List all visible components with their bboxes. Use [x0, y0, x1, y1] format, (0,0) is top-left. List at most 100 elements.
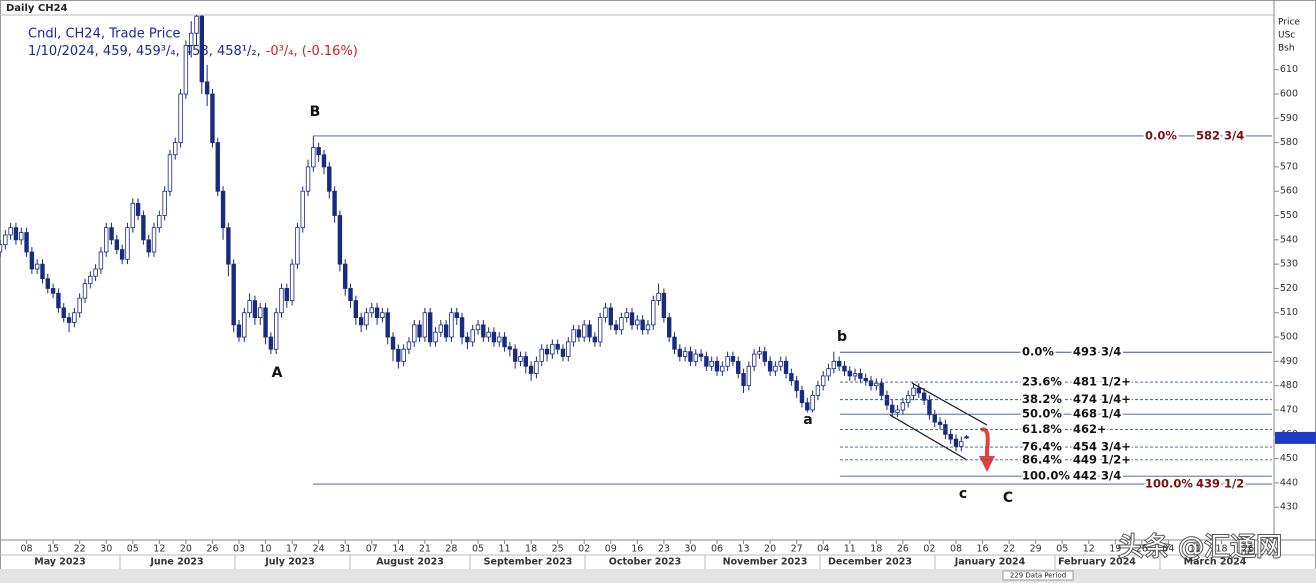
- candle-body: [273, 312, 279, 350]
- x-tick-label: 04: [817, 544, 829, 555]
- y-tick-label: 560: [1280, 186, 1298, 197]
- fib-pct: 61.8%: [1022, 422, 1062, 436]
- candle-body: [645, 324, 651, 331]
- candle-body: [821, 375, 826, 387]
- y-tick-label: 600: [1280, 88, 1298, 99]
- candle-body: [178, 93, 183, 144]
- wave-label: C: [1003, 490, 1013, 506]
- candle-body: [252, 300, 258, 319]
- x-tick-label: 02: [923, 544, 935, 555]
- fib-value: 468 1/4: [1073, 407, 1121, 421]
- candle-body: [948, 433, 953, 440]
- x-tick-label: 22: [74, 544, 86, 555]
- x-tick-label: 11: [1189, 544, 1201, 555]
- x-tick-label: 26: [1242, 544, 1254, 555]
- candle-body: [544, 348, 550, 355]
- candle-body: [826, 368, 831, 377]
- candle-body: [709, 360, 714, 367]
- y-tick-label: 540: [1280, 234, 1298, 245]
- x-tick-label: 24: [313, 544, 325, 555]
- y-tick-label: 470: [1280, 404, 1298, 415]
- candle-body: [635, 319, 640, 326]
- candle-body: [874, 382, 879, 387]
- legend-title: Cndl, CH24, Trade Price: [28, 27, 181, 42]
- candle-body: [125, 227, 130, 260]
- plot-area: [0, 15, 969, 452]
- candle-body: [810, 394, 815, 411]
- candle-body: [72, 312, 77, 323]
- y-tick-label: 440: [1280, 477, 1298, 488]
- x-tick-label: 21: [419, 544, 431, 555]
- x-tick-label: 29: [1030, 544, 1042, 555]
- x-tick-label: 11: [844, 544, 856, 555]
- candle-body: [321, 154, 327, 168]
- candle-body: [353, 300, 359, 319]
- candle-body: [656, 292, 661, 301]
- fib-value: 462+: [1073, 422, 1107, 436]
- candle-body: [895, 409, 900, 413]
- candle-body: [40, 263, 45, 280]
- x-tick-label: 20: [764, 544, 776, 555]
- candle-body: [672, 336, 677, 350]
- x-tick-label: 05: [127, 544, 139, 555]
- candle-body: [582, 324, 587, 338]
- data-period: 229 Data Period: [1010, 572, 1066, 580]
- x-tick-label: 26: [1136, 544, 1148, 555]
- candle-body: [629, 312, 635, 326]
- candle-body: [789, 373, 794, 382]
- candle-body: [852, 373, 858, 377]
- candle-body: [242, 312, 247, 338]
- x-tick-label: 18: [870, 544, 882, 555]
- y-tick-label: 500: [1280, 332, 1298, 343]
- wave-label: a: [803, 412, 812, 428]
- candle-body: [29, 251, 35, 270]
- month-label: September 2023: [484, 557, 573, 568]
- month-label: November 2023: [723, 557, 808, 568]
- x-tick-label: 16: [631, 544, 643, 555]
- fib-pct: 100.0%: [1145, 477, 1193, 491]
- candle-body: [358, 317, 364, 326]
- candle-body: [98, 251, 104, 270]
- x-tick-label: 15: [47, 544, 59, 555]
- candle-body: [157, 215, 162, 229]
- candle-body: [385, 312, 390, 338]
- candle-body: [226, 227, 231, 265]
- candle-body: [555, 343, 560, 350]
- candle-body: [210, 93, 215, 144]
- candle-body: [412, 324, 417, 343]
- candle-body: [576, 329, 582, 338]
- candle-body: [332, 190, 337, 216]
- candle-body: [927, 399, 932, 416]
- candle-body: [736, 360, 741, 374]
- chart-title: Daily CH24: [6, 3, 68, 14]
- candle-body: [799, 390, 805, 404]
- candle-body: [311, 147, 316, 168]
- month-label: May 2023: [34, 557, 86, 568]
- candle-body: [305, 166, 311, 192]
- candle-body: [497, 336, 502, 343]
- x-tick-label: 28: [445, 544, 457, 555]
- candle-body: [348, 288, 353, 301]
- candle-body: [279, 288, 284, 314]
- candle-body: [93, 268, 98, 277]
- candle-body: [932, 414, 937, 423]
- fib-value: 481 1/2+: [1073, 375, 1131, 389]
- y-tick-label: 510: [1280, 307, 1298, 318]
- candle-body: [316, 147, 321, 156]
- candle-body: [534, 360, 539, 374]
- candle-body: [374, 307, 380, 319]
- x-tick-label: 17: [286, 544, 298, 555]
- candle-body: [380, 312, 385, 319]
- candle-body: [13, 227, 19, 241]
- candle-body: [677, 348, 683, 357]
- candle-body: [34, 263, 40, 270]
- candle-body: [953, 438, 959, 447]
- candle-body: [959, 441, 964, 447]
- candle-body: [459, 317, 465, 338]
- axis-header: USc: [1278, 31, 1295, 41]
- candle-body: [757, 351, 762, 355]
- candle-body: [295, 227, 300, 265]
- candle-body: [512, 348, 518, 362]
- candle-body: [135, 202, 141, 216]
